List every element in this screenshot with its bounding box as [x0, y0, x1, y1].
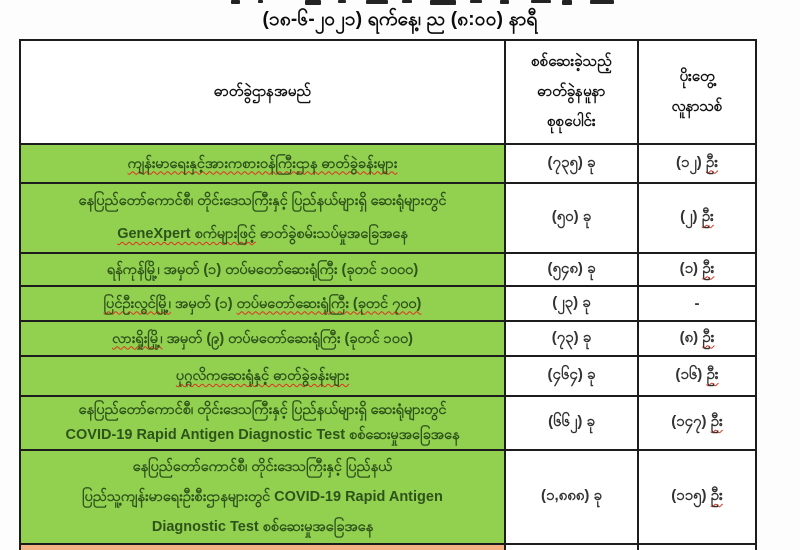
header-new-positives-line1: ပိုးတွေ့ — [679, 68, 715, 85]
header-total-samples-line3: စုစုပေါင်း — [547, 113, 596, 130]
header-lab-name-label: ဓာတ်ခွဲဌာနအမည် — [214, 83, 311, 100]
lab-name-cell: ရန်ကုန်မြို့၊ အမှတ် (၁) တပ်မတော်ဆေးရုံကြ… — [19, 252, 506, 287]
positive-unit: ဦး — [710, 413, 723, 430]
header-new-positives: ပိုးတွေ့ လူနာသစ် — [637, 39, 757, 145]
table-row: ပုဂ္ဂလိကဆေးရုံနှင့် ဓာတ်ခွဲခန်းများ (၄၆၄)… — [19, 355, 757, 397]
table-row: နေပြည်တော်ကောင်စီ၊ တိုင်းဒေသကြီးနှင့် ပြ… — [19, 182, 757, 254]
positive-cases-cell: (၁) ဦး — [637, 252, 757, 287]
spellchecked-text: ပြင်ဦးလွင်မြို့၊ — [103, 295, 171, 312]
positive-count: (၁၁၅) — [671, 487, 711, 504]
positive-count: (၁၂) — [675, 153, 706, 171]
lab-name-cell: နေပြည်တော်ကောင်စီ၊ တိုင်းဒေသကြီးနှင့် ပြ… — [19, 395, 506, 451]
positive-cases-cell — [637, 543, 757, 550]
lab-name-line: နေပြည်တော်ကောင်စီ၊ တိုင်းဒေသကြီးနှင့် ပြ… — [25, 185, 500, 218]
label-text: ဓာတ်ခွဲစမ်းသပ်မှုအခြေအနေ — [255, 226, 408, 242]
positive-unit: ဦး — [705, 153, 719, 171]
label-text: ပြည်သူ့ကျန်းမာရေးဦးစီးဌာနများတွင် COVID-… — [82, 489, 443, 505]
label-text: နေပြည်တော်ကောင်စီ၊ တိုင်းဒေသကြီးနှင့် ပြ… — [78, 402, 447, 418]
table-row: လားရှိုးမြို့၊ အမှတ် (၉) တပ်မတော်ဆေးရုံက… — [19, 320, 757, 357]
samples-tested-cell: (၄၆၄) ခု — [504, 355, 639, 397]
positive-cases-cell: (၁၁၅) ဦး — [637, 449, 757, 545]
table-row: နေပြည်တော်ကောင်စီ၊ တိုင်းဒေသကြီးနှင့် ပြ… — [19, 449, 757, 545]
positive-count: (၈) — [679, 328, 703, 346]
label-text: COVID-19 Rapid Antigen Diagnostic Test စ… — [65, 427, 460, 443]
lab-name-line: ကျန်းမာရေးနှင့်အားကစားဝန်ကြီးဌာန ဓာတ်ခွဲ… — [25, 149, 500, 179]
label-text: နေပြည်တော်ကောင်စီ၊ တိုင်းဒေသကြီးနှင့် ပြ… — [78, 193, 447, 209]
positive-cases-cell: (၈) ဦး — [637, 320, 757, 357]
lab-name-line: GeneXpert စက်များဖြင့် ဓာတ်ခွဲစမ်းသပ်မှု… — [25, 218, 500, 251]
lab-name-cell: ပြင်ဦးလွင်မြို့၊ အမှတ် (၁) တပ်မတော်ဆေးရု… — [19, 285, 506, 322]
samples-tested-cell: (၁,၈၈၈) ခု — [504, 449, 639, 545]
table-row: နေပြည်တော်ကောင်စီ၊ တိုင်းဒေသကြီးနှင့် ပြ… — [19, 395, 757, 451]
positive-count: (၁၆) — [675, 366, 707, 383]
label-text: အမှတ် (၉) တပ်မတော်ဆေးရုံကြီး (ခုတင် ၁၀၀) — [162, 330, 413, 347]
report-date-title: (၁၈-၆-၂၀၂၁) ရက်နေ့၊ ည (၈:၀၀) နာရီ — [262, 9, 538, 30]
lab-name-line: Diagnostic Test စစ်ဆေးမှုအခြေအနေ — [25, 512, 500, 542]
covid-testing-table: ဓာတ်ခွဲဌာနအမည် စစ်ဆေးခဲ့သည့် ဓာတ်ခွဲနမူန… — [19, 39, 757, 550]
lab-name-cell — [19, 543, 506, 550]
positive-unit: ဦး — [702, 259, 715, 277]
header-new-positives-line2: လူနာသစ် — [671, 98, 723, 115]
lab-name-line: လားရှိုးမြို့၊ အမှတ် (၉) တပ်မတော်ဆေးရုံက… — [25, 325, 500, 353]
positive-unit: ဦး — [702, 328, 715, 346]
positive-cases-cell: (၁၂) ဦး — [637, 143, 757, 184]
lab-name-line: နေပြည်တော်ကောင်စီ၊ တိုင်းဒေသကြီးနှင့် ပြ… — [25, 452, 500, 482]
samples-tested-cell: (၅၀) ခု — [504, 182, 639, 254]
lab-name-line: COVID-19 Rapid Antigen Diagnostic Test စ… — [25, 423, 500, 448]
header-lab-name: ဓာတ်ခွဲဌာနအမည် — [19, 39, 506, 145]
spellchecked-text: ကျန်းမာရေးနှင့်အားကစားဝန်ကြီးဌာန ဓာတ်ခွဲ… — [127, 155, 398, 172]
table-row: ပြင်ဦးလွင်မြို့၊ အမှတ် (၁) တပ်မတော်ဆေးရု… — [19, 285, 757, 322]
table-row: ကျန်းမာရေးနှင့်အားကစားဝန်ကြီးဌာန ဓာတ်ခွဲ… — [19, 143, 757, 184]
label-text: အမှတ် (၁) — [170, 295, 237, 312]
lab-name-line: ပြည်သူ့ကျန်းမာရေးဦးစီးဌာနများတွင် COVID-… — [25, 482, 500, 512]
positive-unit: ဦး — [701, 208, 714, 225]
label-text: Diagnostic Test စစ်ဆေးမှုအခြေအနေ — [151, 519, 374, 535]
samples-tested-cell — [504, 543, 639, 550]
samples-tested-cell: (၇၃၅) ခု — [504, 143, 639, 184]
lab-name-line: ပုဂ္ဂလိကဆေးရုံနှင့် ဓာတ်ခွဲခန်းများ — [25, 361, 500, 391]
positive-unit: ဦး — [710, 487, 723, 504]
table-header-row: ဓာတ်ခွဲဌာနအမည် စစ်ဆေးခဲ့သည့် ဓာတ်ခွဲနမူန… — [19, 39, 757, 145]
positive-cases-cell: (၁၄၇) ဦး — [637, 395, 757, 451]
positive-cases-cell: (၂) ဦး — [637, 182, 757, 254]
spellchecked-text: GeneXpert စက်များဖြင့် — [117, 226, 256, 242]
lab-name-line: ပြင်ဦးလွင်မြို့၊ အမှတ် (၁) တပ်မတော်ဆေးရု… — [25, 290, 500, 318]
positive-count: (၁၄၇) — [671, 413, 711, 430]
table-row — [19, 543, 757, 550]
header-total-samples: စစ်ဆေးခဲ့သည့် ဓာတ်ခွဲနမူနာ စုစုပေါင်း — [504, 39, 639, 145]
samples-tested-cell: (၇၃) ခု — [504, 320, 639, 357]
label-text: နေပြည်တော်ကောင်စီ၊ တိုင်းဒေသကြီးနှင့် ပြ… — [132, 459, 393, 475]
label-text: ရန်ကုန်မြို့၊ အမှတ် (၁) တပ်မတော်ဆေးရုံကြ… — [106, 261, 419, 278]
positive-count: - — [694, 295, 700, 312]
lab-name-cell: လားရှိုးမြို့၊ အမှတ် (၉) တပ်မတော်ဆေးရုံက… — [19, 320, 506, 357]
positive-count: (၁) — [679, 259, 703, 277]
positive-count: (၂) — [680, 208, 702, 225]
positive-cases-cell: (၁၆) ဦး — [637, 355, 757, 397]
lab-name-cell: ပုဂ္ဂလိကဆေးရုံနှင့် ဓာတ်ခွဲခန်းများ — [19, 355, 506, 397]
spellchecked-text: လားရှိုးမြို့၊ — [112, 330, 163, 347]
samples-tested-cell: (၅၄၈) ခု — [504, 252, 639, 287]
table-row: ရန်ကုန်မြို့၊ အမှတ် (၁) တပ်မတော်ဆေးရုံကြ… — [19, 252, 757, 287]
header-total-samples-line2: ဓာတ်ခွဲနမူနာ — [537, 83, 606, 100]
clipped-previous-line-artifact — [0, 0, 800, 6]
header-total-samples-line1: စစ်ဆေးခဲ့သည့် — [531, 53, 612, 70]
positive-unit: ဦး — [706, 366, 719, 383]
spellchecked-text: ပုဂ္ဂလိကဆေးရုံနှင့် ဓာတ်ခွဲခန်းများ — [175, 368, 350, 384]
samples-tested-cell: (၂၃) ခု — [504, 285, 639, 322]
lab-name-cell: ကျန်းမာရေးနှင့်အားကစားဝန်ကြီးဌာန ဓာတ်ခွဲ… — [19, 143, 506, 184]
spellchecked-text: တပ်မတော်ဆေးရုံကြီး (ခုတင် ၇၀၀) — [236, 295, 422, 312]
samples-tested-cell: (၆၆၂) ခု — [504, 395, 639, 451]
lab-name-line: နေပြည်တော်ကောင်စီ၊ တိုင်းဒေသကြီးနှင့် ပြ… — [25, 398, 500, 423]
lab-name-line: ရန်ကုန်မြို့၊ အမှတ် (၁) တပ်မတော်ဆေးရုံကြ… — [25, 256, 500, 284]
positive-cases-cell: - — [637, 285, 757, 322]
lab-name-cell: နေပြည်တော်ကောင်စီ၊ တိုင်းဒေသကြီးနှင့် ပြ… — [19, 182, 506, 254]
lab-name-cell: နေပြည်တော်ကောင်စီ၊ တိုင်းဒေသကြီးနှင့် ပြ… — [19, 449, 506, 545]
